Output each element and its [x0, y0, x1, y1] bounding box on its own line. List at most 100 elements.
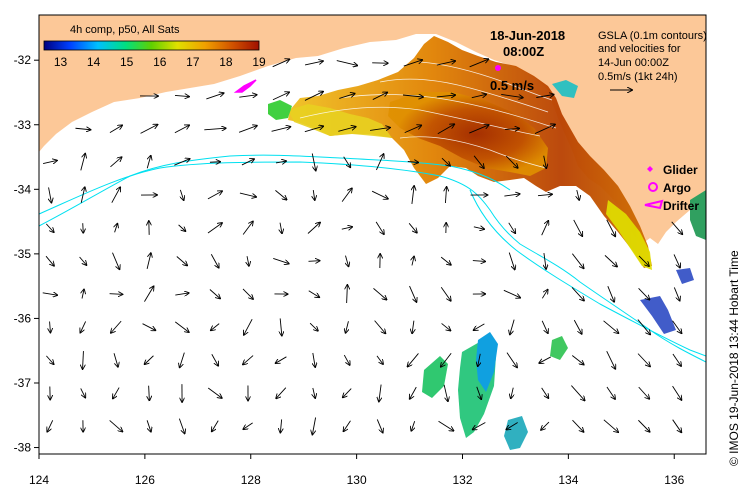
- velocity-arrow: [311, 153, 315, 170]
- velocity-arrow: [469, 59, 489, 68]
- velocity-arrow: [211, 323, 220, 331]
- gsla-contours: [299, 61, 557, 169]
- velocity-arrow: [504, 128, 519, 129]
- velocity-arrow: [572, 419, 583, 432]
- velocity-arrow: [412, 257, 414, 266]
- velocity-arrow: [343, 354, 349, 365]
- velocity-arrow: [142, 323, 156, 331]
- colorbar-tick-label: 14: [87, 55, 101, 69]
- velocity-arrow: [344, 420, 351, 432]
- velocity-arrow: [242, 288, 253, 299]
- velocity-arrow: [146, 420, 151, 431]
- velocity-arrow: [638, 386, 650, 399]
- velocity-arrow: [673, 287, 679, 300]
- y-axis: -32 -33 -34 -35 -36 -37 -38: [14, 53, 39, 455]
- velocity-arrow: [149, 385, 150, 401]
- velocity-arrow: [275, 161, 286, 163]
- colorbar-tick-label: 15: [120, 55, 134, 69]
- velocity-arrow: [109, 420, 123, 431]
- velocity-arrow: [210, 254, 218, 267]
- velocity-arrow: [80, 154, 85, 171]
- velocity-arrow: [510, 319, 515, 335]
- velocity-arrow: [441, 157, 450, 166]
- velocity-arrow: [280, 419, 281, 432]
- velocity-arrow: [539, 356, 551, 363]
- velocity-arrow: [308, 261, 319, 262]
- velocity-arrow: [313, 189, 314, 200]
- y-tick-label: -35: [14, 247, 32, 261]
- velocity-arrow: [541, 421, 550, 430]
- colorbar-tick-label: 13: [54, 55, 68, 69]
- velocity-arrow: [144, 286, 153, 302]
- velocity-arrow: [272, 92, 289, 101]
- velocity-arrow: [473, 227, 484, 229]
- velocity-arrow: [672, 419, 682, 433]
- velocity-arrow: [304, 61, 323, 66]
- sst-cold-patch-2: [476, 332, 498, 392]
- velocity-arrow: [339, 94, 354, 99]
- sst-gulf-patch: [606, 200, 652, 270]
- velocity-arrow: [537, 194, 552, 195]
- velocity-arrow: [473, 422, 486, 430]
- velocity-arrow: [309, 322, 318, 331]
- velocity-arrow: [437, 124, 454, 135]
- y-tick-label: -33: [14, 118, 32, 132]
- velocity-arrow: [638, 419, 649, 432]
- velocity-arrow: [506, 422, 518, 430]
- velocity-arrow: [313, 352, 315, 367]
- velocity-arrow: [511, 387, 513, 399]
- legend-glider: Glider: [663, 163, 698, 177]
- velocity-arrow: [673, 254, 680, 267]
- colorbar-gradient: [43, 40, 260, 51]
- velocity-arrow: [175, 293, 188, 295]
- velocity-arrow: [273, 257, 289, 263]
- velocity-arrow: [82, 290, 84, 299]
- velocity-arrow: [204, 128, 225, 130]
- y-tick-label: -36: [14, 311, 32, 325]
- velocity-arrow: [441, 323, 451, 330]
- velocity-arrow: [443, 384, 448, 401]
- velocity-arrow: [503, 289, 520, 297]
- velocity-arrow: [207, 191, 222, 200]
- velocity-arrow: [347, 285, 348, 304]
- colorbar-tick-label: 18: [219, 55, 233, 69]
- velocity-arrow: [474, 323, 485, 330]
- velocity-arrow: [336, 60, 357, 66]
- sst-green-fringe: [268, 100, 292, 120]
- velocity-arrow: [174, 321, 189, 332]
- velocity-arrow: [343, 156, 351, 168]
- plot-frame: [38, 14, 707, 455]
- velocity-arrow: [271, 127, 291, 132]
- land-australia: [39, 15, 706, 244]
- velocity-arrow: [572, 253, 583, 269]
- platform-legend: Glider Argo Drifter: [644, 163, 699, 213]
- velocity-arrow: [440, 286, 451, 301]
- x-tick-label: 132: [452, 473, 472, 487]
- velocity-arrow: [241, 159, 254, 166]
- y-tick-label: -32: [14, 53, 32, 67]
- velocity-arrow: [672, 353, 681, 366]
- velocity-arrow: [371, 190, 388, 199]
- velocity-arrow: [83, 351, 84, 369]
- velocity-arrow: [140, 125, 158, 134]
- velocity-arrow: [408, 223, 417, 232]
- velocity-arrow: [606, 350, 616, 369]
- velocity-arrow: [207, 223, 222, 234]
- x-tick-label: 130: [347, 473, 367, 487]
- gsla-note-line4: 0.5m/s (1kt 24h): [598, 71, 677, 83]
- velocity-arrow: [438, 420, 454, 430]
- velocity-arrow: [534, 124, 555, 134]
- y-tick-label: -38: [14, 441, 32, 455]
- colorbar: 4h comp, p50, All Sats 13 14 15 16 17 18 19: [43, 24, 266, 69]
- velocity-arrow: [145, 355, 154, 364]
- velocity-arrow: [440, 256, 451, 265]
- velocity-arrow: [276, 387, 287, 399]
- velocity-arrow: [174, 125, 189, 134]
- velocity-arrow: [637, 319, 650, 335]
- sst-cold-patch-4: [504, 416, 528, 450]
- velocity-arrow: [80, 187, 85, 203]
- velocity-arrow: [80, 321, 87, 332]
- velocity-arrow: [376, 419, 382, 432]
- velocity-arrow: [308, 290, 319, 297]
